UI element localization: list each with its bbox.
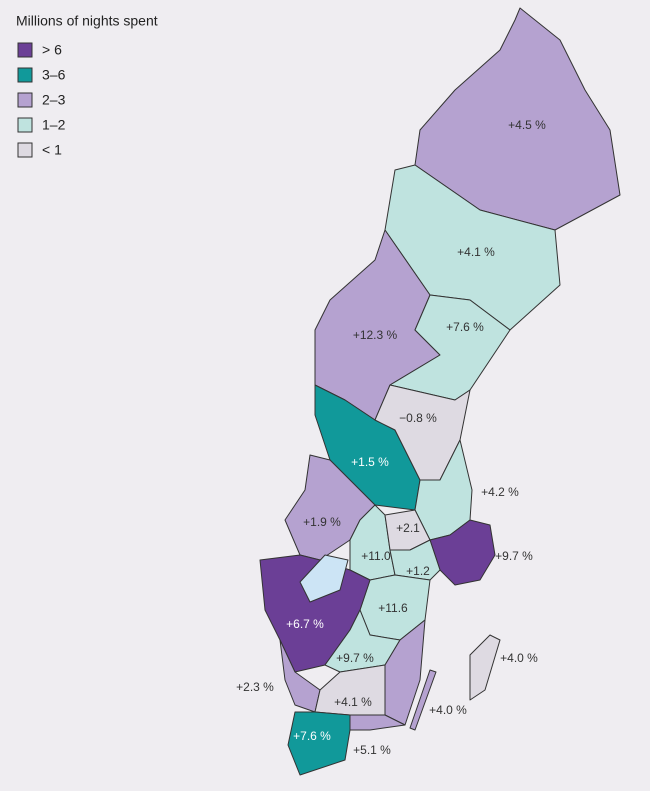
region-label: +2.1: [396, 521, 420, 535]
region-label: +1.9 %: [303, 515, 341, 529]
legend-label: > 6: [42, 42, 62, 58]
legend-swatch: [17, 92, 33, 108]
region-label: +11.6: [378, 601, 408, 615]
regions: [259, 7, 621, 776]
lake: [299, 554, 349, 603]
island: [409, 669, 437, 731]
region-labels: +4.5 % +4.1 % +12.3 % +7.6 % +1.5 % −0.8…: [236, 118, 546, 757]
region-label: +4.2 %: [481, 485, 519, 499]
region-label: +2.3 %: [236, 680, 274, 694]
legend-swatch: [17, 42, 33, 58]
legend: Millions of nights spent > 6 3–6 2–3 1–2…: [16, 13, 158, 158]
region: [284, 454, 376, 561]
region-label: +4.1 %: [334, 695, 372, 709]
region-label: +4.0 %: [429, 703, 467, 717]
region-label: +5.1 %: [353, 743, 391, 757]
region-label: +1.5 %: [351, 455, 389, 469]
region-label: +11.0: [361, 549, 391, 563]
region: [287, 711, 351, 776]
legend-label: 2–3: [42, 92, 66, 108]
region-label: +9.7 %: [495, 549, 533, 563]
region: [469, 634, 501, 701]
region-label: +4.5 %: [508, 118, 546, 132]
region-label: +7.6 %: [293, 729, 331, 743]
region-label: +9.7 %: [336, 651, 374, 665]
region-label: +4.1 %: [457, 245, 495, 259]
legend-swatch: [17, 142, 33, 158]
region-label: +12.3 %: [353, 328, 398, 342]
region-label: +7.6 %: [446, 320, 484, 334]
legend-swatch: [17, 67, 33, 83]
region-label: +6.7 %: [286, 617, 324, 631]
region-label: −0.8 %: [399, 411, 437, 425]
legend-label: < 1: [42, 142, 62, 158]
legend-title: Millions of nights spent: [16, 13, 158, 29]
region-label: +1.2: [406, 564, 430, 578]
legend-label: 1–2: [42, 117, 66, 133]
region-label: +4.0 %: [500, 651, 538, 665]
legend-label: 3–6: [42, 67, 66, 83]
legend-swatch: [17, 117, 33, 133]
